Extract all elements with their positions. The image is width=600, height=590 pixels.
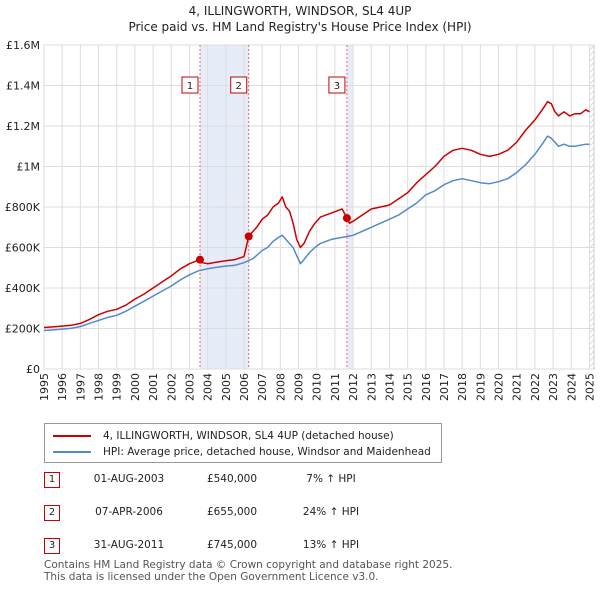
- sale-point: [244, 232, 253, 241]
- x-tick-label: 2004: [202, 373, 215, 401]
- x-tick-label: 2017: [438, 373, 451, 401]
- x-tick-label: 2010: [311, 373, 324, 401]
- sale-number-box: [328, 76, 346, 94]
- y-tick-label: £200K: [5, 323, 41, 336]
- y-tick-label: £1.4M: [6, 80, 40, 93]
- x-tick-label: 2006: [238, 373, 251, 401]
- x-tick-label: 1996: [56, 373, 69, 401]
- hpi-series-line: [43, 135, 590, 332]
- x-tick-label: 1999: [111, 373, 124, 401]
- x-tick-label: 2019: [474, 373, 487, 401]
- property-series-line: [43, 100, 590, 329]
- legend-swatch-property: [53, 435, 91, 437]
- y-tick-label: £400K: [5, 282, 41, 295]
- x-tick-label: 2018: [456, 373, 469, 401]
- sale-number-label: 2: [236, 81, 242, 92]
- footer-line-licence: This data is licensed under the Open Gov…: [44, 570, 379, 583]
- legend-swatch-hpi: [53, 451, 91, 453]
- sale-number-badge: 2: [44, 505, 60, 521]
- footer-attribution: Contains HM Land Registry data © Crown c…: [44, 559, 453, 583]
- x-tick-label: 2008: [274, 373, 287, 401]
- sale-hpi-diff: 13% ↑ HPI: [302, 539, 360, 551]
- x-tick-label: 2013: [365, 373, 378, 401]
- sale-number-label: 3: [334, 81, 340, 92]
- sale-date: 07-APR-2006: [95, 506, 163, 518]
- y-tick-label: £1.2M: [6, 120, 40, 133]
- x-tick-label: 2007: [256, 373, 269, 401]
- y-tick-label: £1M: [17, 161, 41, 174]
- legend: 4, ILLINGWORTH, WINDSOR, SL4 4UP (detach…: [44, 423, 442, 463]
- x-tick-label: 2021: [511, 373, 524, 401]
- x-tick-label: 2011: [329, 373, 342, 401]
- legend-item-property: 4, ILLINGWORTH, WINDSOR, SL4 4UP (detach…: [53, 428, 394, 444]
- x-tick-label: 2022: [529, 373, 542, 401]
- x-tick-label: 2025: [583, 373, 596, 401]
- sale-row: 3 31-AUG-2011 £745,000 13% ↑ HPI: [44, 536, 404, 556]
- x-tick-label: 2000: [129, 373, 142, 401]
- sale-number-label: 1: [187, 81, 193, 92]
- sale-price: £540,000: [206, 473, 258, 485]
- x-tick-label: 2015: [402, 373, 415, 401]
- x-tick-label: 2020: [493, 373, 506, 401]
- y-tick-label: £1.6M: [6, 39, 40, 52]
- x-tick-label: 1998: [93, 373, 106, 401]
- y-tick-label: £800K: [5, 201, 41, 214]
- y-tick-label: £600K: [5, 242, 41, 255]
- legend-label-property: 4, ILLINGWORTH, WINDSOR, SL4 4UP (detach…: [103, 430, 394, 442]
- price-chart: 4, ILLINGWORTH, WINDSOR, SL4 4UP Price p…: [5, 4, 597, 401]
- sale-hpi-diff: 7% ↑ HPI: [306, 473, 356, 485]
- sale-row: 1 01-AUG-2003 £540,000 7% ↑ HPI: [44, 470, 404, 490]
- legend-label-hpi: HPI: Average price, detached house, Wind…: [103, 446, 431, 458]
- x-tick-label: 2014: [383, 373, 396, 401]
- sale-price: £655,000: [206, 506, 258, 518]
- sale-point: [196, 255, 204, 264]
- x-tick-label: 2024: [565, 373, 578, 401]
- sale-row: 2 07-APR-2006 £655,000 24% ↑ HPI: [44, 503, 404, 523]
- sale-price: £745,000: [206, 539, 258, 551]
- sale-number-box: [181, 76, 199, 94]
- x-tick-label: 2005: [220, 373, 233, 401]
- sale-number-box: [230, 76, 248, 94]
- sale-hpi-diff: 24% ↑ HPI: [302, 506, 360, 518]
- x-tick-label: 2003: [183, 373, 196, 401]
- x-tick-label: 2023: [547, 373, 560, 401]
- x-tick-label: 2009: [293, 373, 306, 401]
- sale-date: 01-AUG-2003: [93, 473, 165, 485]
- x-tick-label: 1995: [38, 373, 51, 401]
- chart-subtitle: Price paid vs. HM Land Registry's House …: [128, 20, 471, 34]
- chart-title: 4, ILLINGWORTH, WINDSOR, SL4 4UP: [189, 4, 412, 18]
- y-tick-label: £0: [26, 363, 40, 376]
- x-tick-label: 2001: [147, 373, 160, 401]
- sale-date: 31-AUG-2011: [93, 539, 165, 551]
- footer-line-copyright: Contains HM Land Registry data © Crown c…: [44, 559, 453, 571]
- legend-item-hpi: HPI: Average price, detached house, Wind…: [53, 444, 431, 460]
- x-tick-label: 1997: [74, 373, 87, 401]
- x-tick-label: 2002: [165, 373, 178, 401]
- sale-point: [342, 214, 351, 223]
- x-tick-label: 2012: [347, 373, 360, 401]
- sale-number-badge: 1: [44, 472, 60, 488]
- x-tick-label: 2016: [420, 373, 433, 401]
- sale-number-badge: 3: [44, 538, 60, 554]
